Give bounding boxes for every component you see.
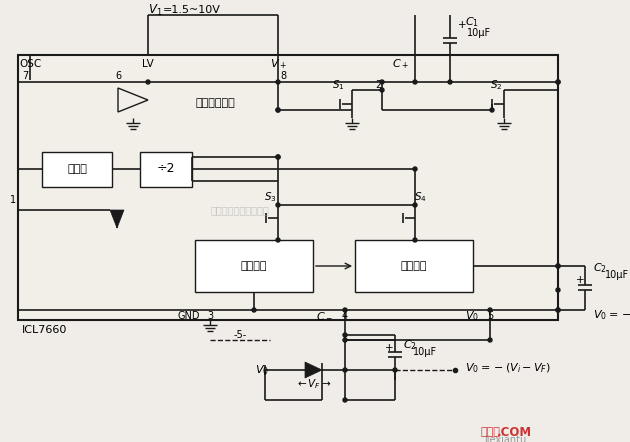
Text: 防止闩锁: 防止闩锁 (241, 261, 267, 271)
Text: $\leftarrow V_F\rightarrow$: $\leftarrow V_F\rightarrow$ (295, 377, 331, 391)
Circle shape (556, 80, 560, 84)
Text: 接线图: 接线图 (480, 427, 500, 437)
Circle shape (276, 155, 280, 159)
Text: $S_4$: $S_4$ (414, 190, 427, 204)
Text: $V_0=-V_1$: $V_0=-V_1$ (593, 308, 630, 322)
Bar (18, 55, 558, 320)
Text: ÷2: ÷2 (157, 163, 175, 175)
Text: =1.5~10V: =1.5~10V (163, 5, 221, 15)
Circle shape (276, 80, 280, 84)
Circle shape (488, 338, 492, 342)
Bar (42, 152, 112, 187)
Text: 振荡器: 振荡器 (67, 164, 87, 174)
Circle shape (413, 80, 417, 84)
Text: $S_1$: $S_1$ (332, 78, 344, 92)
Bar (195, 240, 313, 292)
Text: $V_+$: $V_+$ (270, 57, 287, 71)
Text: 6: 6 (115, 71, 121, 81)
Circle shape (380, 80, 384, 84)
Text: 5: 5 (487, 311, 493, 321)
Circle shape (276, 108, 280, 112)
Text: +: + (576, 275, 584, 285)
Text: LV: LV (142, 59, 154, 69)
Circle shape (448, 80, 452, 84)
Text: 8: 8 (280, 71, 286, 81)
Circle shape (556, 264, 560, 268)
Circle shape (413, 203, 417, 207)
Circle shape (556, 264, 560, 268)
Text: $C_+$: $C_+$ (392, 57, 408, 71)
Bar (140, 152, 192, 187)
Polygon shape (110, 210, 124, 228)
Text: $C_2$: $C_2$ (403, 338, 417, 352)
Polygon shape (305, 362, 322, 378)
Circle shape (146, 80, 150, 84)
Text: 1: 1 (10, 195, 16, 205)
Text: ICL7660: ICL7660 (22, 325, 67, 335)
Text: 10μF: 10μF (605, 270, 629, 280)
Circle shape (556, 308, 560, 312)
Text: $C_2$: $C_2$ (593, 261, 607, 275)
Circle shape (276, 203, 280, 207)
Circle shape (380, 88, 384, 92)
Circle shape (556, 308, 560, 312)
Circle shape (490, 108, 494, 112)
Text: 杭州裕江科技有限公司: 杭州裕江科技有限公司 (210, 205, 270, 215)
Circle shape (276, 155, 280, 159)
Bar (355, 240, 473, 292)
Circle shape (252, 308, 256, 312)
Text: 10μF: 10μF (413, 347, 437, 357)
Circle shape (556, 288, 560, 292)
Text: $S_3$: $S_3$ (264, 190, 277, 204)
Text: $V_0$: $V_0$ (255, 363, 269, 377)
Circle shape (343, 398, 347, 402)
Text: OSC: OSC (19, 59, 41, 69)
Text: $V_1$: $V_1$ (148, 3, 163, 18)
Circle shape (488, 308, 492, 312)
Text: .COM: .COM (496, 426, 532, 438)
Circle shape (343, 308, 347, 312)
Text: 内部供电电路: 内部供电电路 (195, 98, 235, 108)
Circle shape (343, 368, 347, 372)
Text: 3: 3 (207, 311, 213, 321)
Polygon shape (118, 88, 148, 112)
Circle shape (413, 167, 417, 171)
Text: GND: GND (178, 311, 200, 321)
Circle shape (413, 238, 417, 242)
Circle shape (276, 108, 280, 112)
Text: $C_-$: $C_-$ (316, 311, 333, 321)
Text: jiexiantu: jiexiantu (484, 435, 526, 442)
Text: 防止闩锁: 防止闩锁 (401, 261, 427, 271)
Text: 10μF: 10μF (467, 28, 491, 38)
Text: $V_0=-(V_i-V_F)$: $V_0=-(V_i-V_F)$ (465, 361, 551, 375)
Text: 4: 4 (342, 311, 348, 321)
Text: $V_0$: $V_0$ (465, 309, 479, 323)
Text: +: + (385, 343, 393, 353)
Text: 7: 7 (22, 71, 28, 81)
Circle shape (393, 368, 397, 372)
Text: +: + (458, 20, 467, 30)
Text: $S_2$: $S_2$ (490, 78, 502, 92)
Circle shape (343, 333, 347, 337)
Circle shape (343, 338, 347, 342)
Circle shape (556, 80, 560, 84)
Circle shape (276, 238, 280, 242)
Text: 2: 2 (375, 80, 381, 90)
Text: $C_1$: $C_1$ (465, 15, 479, 29)
Text: -5-: -5- (233, 330, 246, 340)
